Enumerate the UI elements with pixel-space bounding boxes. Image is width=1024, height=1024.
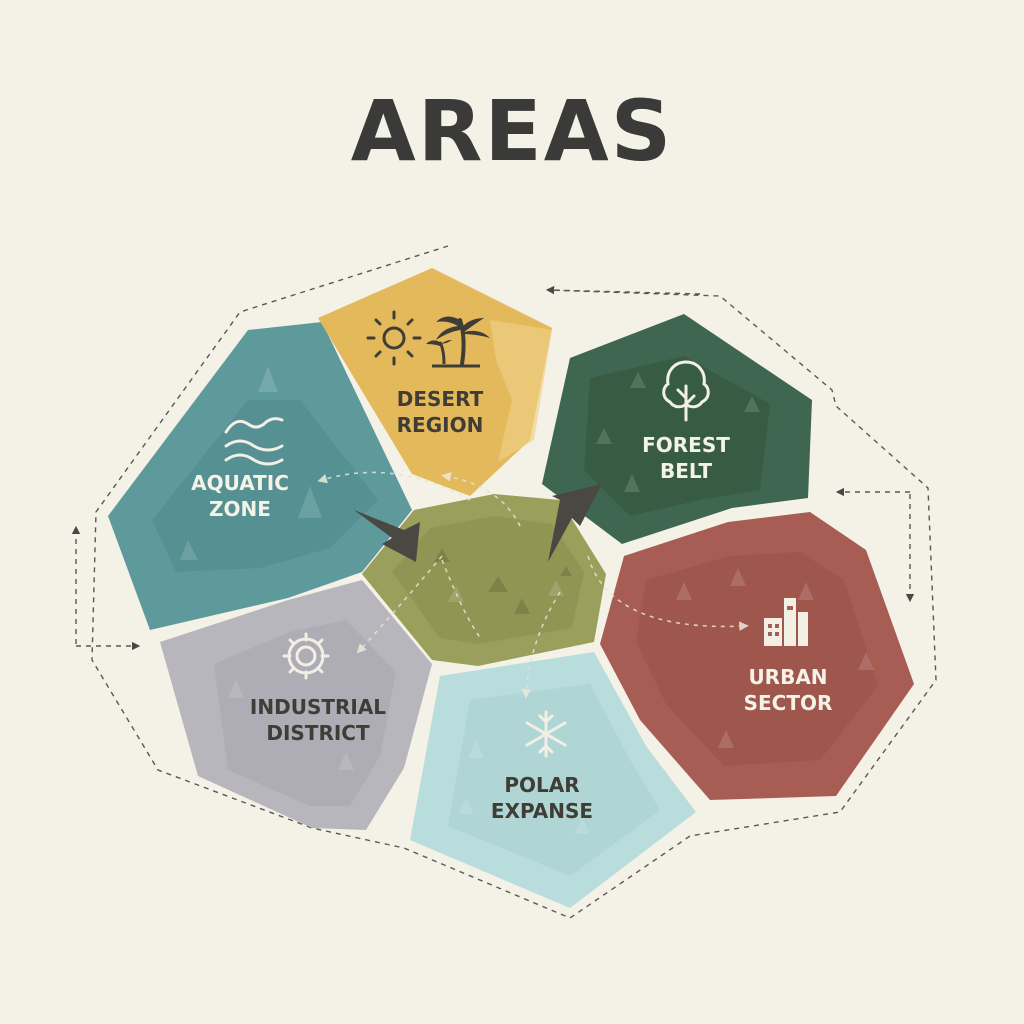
forest-label-line2: BELT bbox=[660, 459, 712, 483]
sun-icon bbox=[366, 310, 422, 366]
polar-inner-texture bbox=[448, 684, 660, 876]
desert-label-line2: REGION bbox=[397, 413, 484, 437]
outer-boundary bbox=[91, 245, 937, 919]
gear-icon bbox=[282, 632, 330, 680]
arrow-aquatic-to-center bbox=[354, 510, 420, 562]
region-center[interactable] bbox=[362, 494, 606, 666]
urban-label-line2: SECTOR bbox=[744, 691, 833, 715]
region-forest[interactable]: FOREST BELT bbox=[542, 314, 812, 544]
aquatic-inner-texture bbox=[152, 400, 378, 572]
aquatic-label-line1: AQUATIC bbox=[191, 471, 289, 495]
aquatic-label-line2: ZONE bbox=[209, 497, 271, 521]
palm-icon bbox=[426, 316, 490, 368]
industrial-label-line2: DISTRICT bbox=[266, 721, 370, 745]
desert-inner-texture bbox=[490, 320, 552, 462]
desert-label-line1: DESERT bbox=[397, 387, 484, 411]
region-polar[interactable]: POLAR EXPANSE bbox=[410, 652, 696, 908]
snowflake-icon bbox=[525, 710, 567, 758]
center-inner-texture bbox=[392, 516, 584, 644]
industrial-inner-texture bbox=[214, 620, 396, 806]
forest-inner-texture bbox=[584, 356, 770, 516]
industrial-label-line1: INDUSTRIAL bbox=[250, 695, 386, 719]
flow-center-to-urban bbox=[587, 555, 749, 632]
region-aquatic[interactable]: AQUATIC ZONE bbox=[108, 322, 412, 630]
region-urban[interactable]: URBAN SECTOR bbox=[600, 512, 914, 800]
polar-label-line1: POLAR bbox=[504, 773, 579, 797]
flow-center-to-polar bbox=[521, 591, 561, 699]
urban-inner-texture bbox=[636, 552, 878, 766]
polar-label-line2: EXPANSE bbox=[491, 799, 593, 823]
flow-center-to-industrial bbox=[356, 555, 443, 654]
arrow-center-to-forest bbox=[548, 484, 602, 562]
region-desert[interactable]: DESERT REGION bbox=[318, 268, 552, 496]
tree-icon bbox=[662, 360, 710, 422]
flow-center-to-aquatic bbox=[317, 471, 471, 501]
forest-label-line1: FOREST bbox=[642, 433, 730, 457]
flow-aquatic-to-desert bbox=[441, 472, 521, 527]
urban-label-line1: URBAN bbox=[748, 665, 827, 689]
center-flow-line bbox=[441, 559, 483, 641]
page-title: AREAS bbox=[351, 82, 674, 180]
region-industrial[interactable]: INDUSTRIAL DISTRICT bbox=[160, 580, 432, 830]
waves-icon bbox=[224, 417, 284, 466]
buildings-icon bbox=[764, 598, 808, 646]
